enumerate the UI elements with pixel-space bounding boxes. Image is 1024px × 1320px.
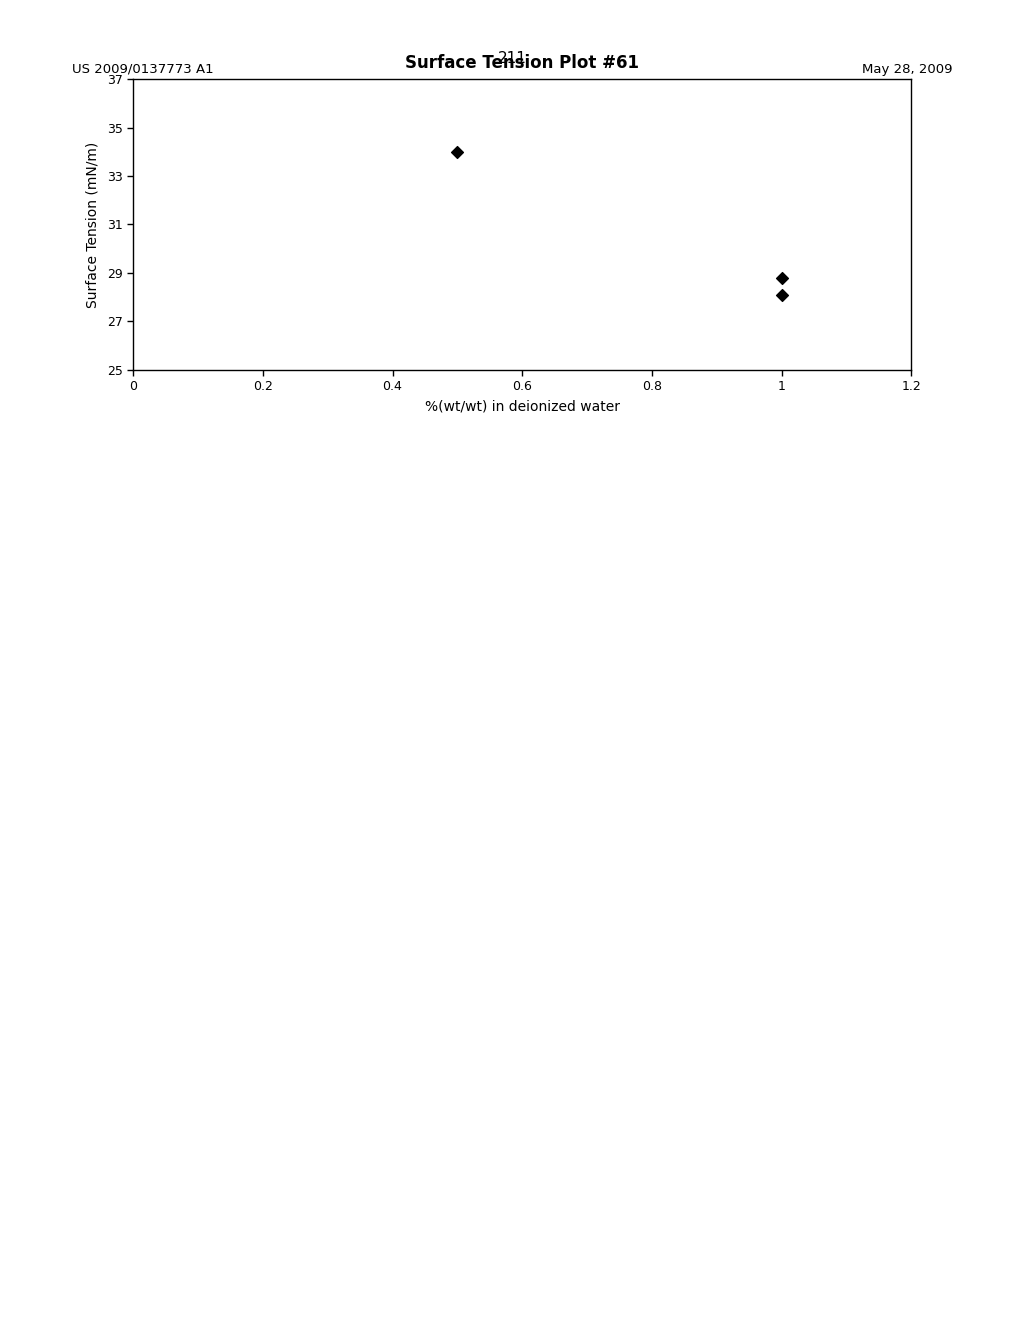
Point	[773, 284, 790, 305]
Point	[773, 267, 790, 288]
Text: US 2009/0137773 A1: US 2009/0137773 A1	[72, 62, 213, 75]
Point	[450, 141, 466, 162]
Text: 211: 211	[498, 51, 526, 66]
X-axis label: %(wt/wt) in deionized water: %(wt/wt) in deionized water	[425, 400, 620, 414]
Y-axis label: Surface Tension (mN/m): Surface Tension (mN/m)	[86, 141, 100, 308]
Title: Surface Tension Plot #61: Surface Tension Plot #61	[406, 54, 639, 73]
Text: May 28, 2009: May 28, 2009	[862, 62, 952, 75]
